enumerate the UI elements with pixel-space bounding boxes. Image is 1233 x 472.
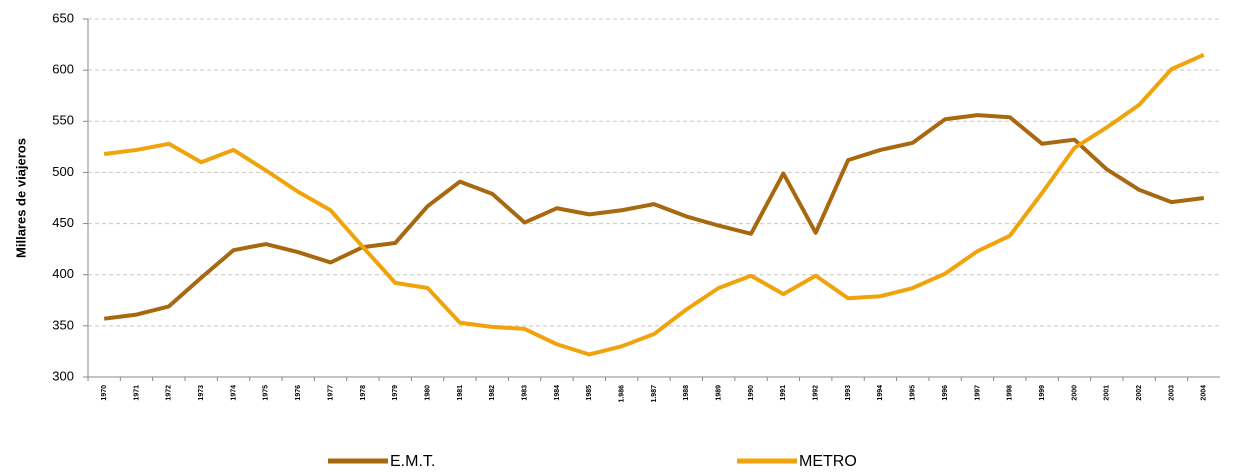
x-tick-label: 1974 <box>230 385 237 401</box>
x-tick-label: 1993 <box>845 385 852 401</box>
x-tick-label: 1983 <box>521 385 528 401</box>
line-series <box>103 52 1205 357</box>
x-tick-label: 1996 <box>942 385 949 401</box>
x-tick-label: 1978 <box>360 385 367 401</box>
y-tick-label: 600 <box>52 62 74 77</box>
x-tick-label: 1.986 <box>619 385 626 403</box>
x-tick-label: 1980 <box>424 385 431 401</box>
y-tick-label: 500 <box>52 164 74 179</box>
x-tick-label: 1972 <box>166 385 173 401</box>
x-tick-label: 1981 <box>457 385 464 401</box>
x-tick-label: 1.987 <box>651 385 658 403</box>
line-series <box>103 113 1205 321</box>
x-tick-label: 2004 <box>1201 385 1208 401</box>
x-tick-label: 1982 <box>489 385 496 401</box>
x-tick-label: 1970 <box>101 385 108 401</box>
x-tick-label: 1991 <box>780 385 787 401</box>
x-tick-label: 2001 <box>1104 385 1111 401</box>
x-tick-label: 2003 <box>1168 385 1175 401</box>
legend-label: METRO <box>799 453 857 470</box>
x-tick-label: 1984 <box>554 385 561 401</box>
x-tick-label: 1994 <box>877 385 884 401</box>
x-tick-label: 1999 <box>1039 385 1046 401</box>
y-tick-label: 550 <box>52 113 74 128</box>
x-tick-label: 1997 <box>974 385 981 401</box>
y-tick-label: 300 <box>52 368 74 383</box>
x-tick-label: 1990 <box>748 385 755 401</box>
x-tick-label: 1973 <box>198 385 205 401</box>
x-tick-label: 1976 <box>295 385 302 401</box>
x-tick-label: 1979 <box>392 385 399 401</box>
x-tick-label: 2002 <box>1136 385 1143 401</box>
x-tick-label: 1995 <box>910 385 917 401</box>
x-tick-label: 1975 <box>263 385 270 401</box>
x-tick-label: 1985 <box>586 385 593 401</box>
y-tick-label: 450 <box>52 215 74 230</box>
legend-label: E.M.T. <box>390 453 435 470</box>
x-tick-label: 1971 <box>133 385 140 401</box>
x-tick-label: 1992 <box>813 385 820 401</box>
y-tick-label: 400 <box>52 266 74 281</box>
y-tick-label: 650 <box>52 10 74 25</box>
x-tick-label: 1989 <box>716 385 723 401</box>
y-axis-label: Millares de viajeros <box>13 138 28 258</box>
y-tick-label: 350 <box>52 317 74 332</box>
x-tick-label: 1977 <box>327 385 334 401</box>
x-tick-label: 1988 <box>683 385 690 401</box>
x-tick-label: 2000 <box>1071 385 1078 401</box>
x-tick-label: 1998 <box>1007 385 1014 401</box>
